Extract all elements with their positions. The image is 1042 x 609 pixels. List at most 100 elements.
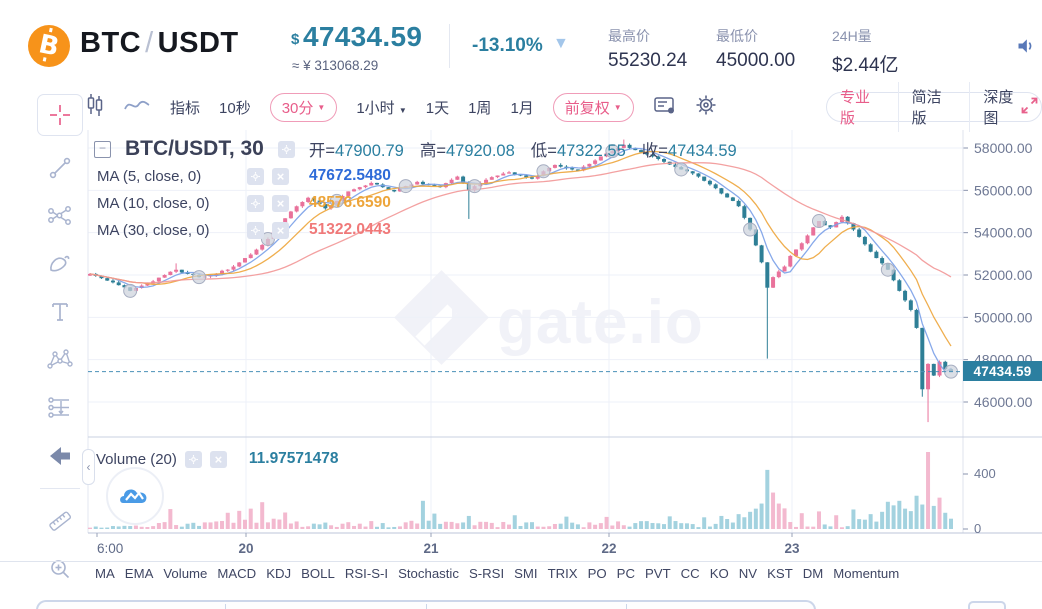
svg-text:50000.00: 50000.00 — [974, 309, 1033, 325]
tab-dm[interactable]: DM — [802, 566, 824, 581]
pair-base: BTC — [80, 27, 142, 59]
ma30-legend: MA (30, close, 0) × 51322.0443 — [97, 221, 391, 239]
ma-settings-icon[interactable] — [247, 167, 264, 185]
crosshair-tool[interactable] — [37, 94, 83, 136]
svg-text:46000.00: 46000.00 — [974, 394, 1033, 410]
volume-legend: Volume (20) × 11.97571478 — [96, 450, 339, 468]
collapse-legend-icon[interactable]: − — [94, 140, 111, 158]
order-panel-icon[interactable] — [653, 95, 676, 119]
sound-icon[interactable] — [1016, 36, 1036, 61]
ruler-tool[interactable] — [38, 497, 82, 545]
stat-low: 最低价 45000.00 — [716, 26, 795, 72]
brush-tool[interactable] — [38, 240, 82, 288]
timeframe-1w[interactable]: 1周 — [468, 99, 492, 117]
tabs-separator — [0, 561, 1042, 562]
settings-gear-icon[interactable] — [695, 94, 717, 120]
pattern-tool[interactable] — [38, 336, 82, 384]
timeframe-1d[interactable]: 1天 — [425, 99, 450, 117]
ma-settings-icon[interactable] — [247, 221, 264, 239]
timeframe-30m-selected[interactable]: 30分 ▼ — [269, 92, 338, 122]
view-simple[interactable]: 简洁版 — [899, 82, 971, 132]
candlestick-style-icon[interactable] — [86, 92, 104, 122]
indicator-menu[interactable]: 指标 — [170, 99, 201, 117]
ma5-legend: MA (5, close, 0) × 47672.5480 — [97, 167, 391, 185]
svg-text:6:00: 6:00 — [97, 541, 123, 556]
tab-trix[interactable]: TRIX — [547, 566, 578, 581]
drawing-tools-sidebar — [36, 94, 84, 593]
tab-stochastic[interactable]: Stochastic — [398, 566, 459, 581]
ma-remove-icon[interactable]: × — [272, 221, 289, 239]
tab-smi[interactable]: SMI — [514, 566, 538, 581]
bottom-panel-edge — [36, 600, 816, 609]
stat-volume-24h: 24H量 $2.44亿 — [832, 26, 899, 77]
tab-momentum[interactable]: Momentum — [833, 566, 900, 581]
tab-pvt[interactable]: PVT — [645, 566, 671, 581]
tab-macd[interactable]: MACD — [217, 566, 257, 581]
fib-levels-tool[interactable] — [38, 384, 82, 432]
high-value: 47920.08 — [445, 142, 515, 160]
bottom-panel-edge-small — [968, 601, 1006, 609]
indicator-tab-bar: MA EMA Volume MACD KDJ BOLL RSI-S-I Stoc… — [95, 566, 899, 581]
svg-text:0: 0 — [974, 521, 981, 536]
ma-settings-icon[interactable] — [247, 194, 264, 212]
ma10-value: 48576.6590 — [309, 194, 391, 211]
tab-kst[interactable]: KST — [767, 566, 793, 581]
chevron-down-icon: ▼ — [398, 105, 407, 115]
stat-value: $2.44亿 — [832, 55, 899, 76]
volume-settings-icon[interactable] — [184, 450, 202, 468]
open-value: 47900.79 — [335, 142, 404, 160]
back-arrow-tool[interactable] — [38, 432, 82, 480]
chart-toolbar: 指标 10秒 30分 ▼ 1小时 ▼ 1天 1周 1月 前复权 ▼ — [86, 90, 717, 124]
tab-pc[interactable]: PC — [616, 566, 635, 581]
volume-remove-icon[interactable]: × — [209, 450, 227, 468]
svg-text:52000.00: 52000.00 — [974, 267, 1033, 283]
view-mode-switch: 专业版 简洁版 深度图 — [826, 82, 1042, 132]
fullscreen-icon[interactable] — [1021, 97, 1038, 119]
view-pro[interactable]: 专业版 — [827, 82, 899, 132]
tab-ko[interactable]: KO — [709, 566, 729, 581]
view-depth[interactable]: 深度图 — [983, 89, 1014, 127]
chevron-down-icon: ▼ — [613, 102, 622, 112]
tab-boll[interactable]: BOLL — [301, 566, 335, 581]
tab-srsi[interactable]: S-RSI — [468, 566, 505, 581]
ma-remove-icon[interactable]: × — [272, 167, 289, 185]
last-price: 47434.59 — [303, 21, 423, 52]
tab-kdj[interactable]: KDJ — [266, 566, 292, 581]
ohlc-values: 开=47900.79 高=47920.08 低=47322.55 收=47434… — [308, 142, 737, 160]
tab-po[interactable]: PO — [587, 566, 607, 581]
svg-text:23: 23 — [784, 541, 800, 556]
zoom-in-tool[interactable] — [38, 545, 82, 593]
tab-nv[interactable]: NV — [738, 566, 758, 581]
close-value: 47434.59 — [667, 142, 737, 160]
timeframe-1mo[interactable]: 1月 — [510, 99, 534, 117]
svg-text:400: 400 — [974, 466, 996, 481]
stat-label: 最低价 — [716, 28, 758, 44]
tab-ema[interactable]: EMA — [124, 566, 154, 581]
tab-volume[interactable]: Volume — [163, 566, 208, 581]
sidebar-divider — [40, 488, 80, 489]
tab-cc[interactable]: CC — [680, 566, 700, 581]
svg-text:21: 21 — [423, 541, 439, 556]
text-tool[interactable] — [38, 288, 82, 336]
change-percent: -13.10% — [472, 35, 543, 56]
trend-line-tool[interactable] — [38, 144, 82, 192]
tab-ma[interactable]: MA — [95, 566, 115, 581]
line-style-icon[interactable] — [123, 96, 151, 118]
symbol-settings-icon[interactable] — [277, 140, 295, 158]
collapse-pane-handle[interactable]: ‹ — [82, 449, 95, 485]
tab-rsi[interactable]: RSI-S-I — [344, 566, 389, 581]
svg-text:58000.00: 58000.00 — [974, 140, 1033, 156]
stat-high: 最高价 55230.24 — [608, 26, 687, 72]
ma10-legend: MA (10, close, 0) × 48576.6590 — [97, 194, 391, 212]
adjustment-selector[interactable]: 前复权 ▼ — [552, 92, 634, 122]
svg-text:22: 22 — [601, 541, 616, 556]
cross-lines-tool[interactable] — [38, 192, 82, 240]
timeframe-10s[interactable]: 10秒 — [219, 99, 251, 117]
timeframe-1h[interactable]: 1小时 ▼ — [356, 99, 407, 117]
svg-text:56000.00: 56000.00 — [974, 182, 1033, 198]
pair-quote: USDT — [157, 27, 239, 59]
ma-remove-icon[interactable]: × — [272, 194, 289, 212]
low-value: 47322.55 — [556, 142, 626, 160]
